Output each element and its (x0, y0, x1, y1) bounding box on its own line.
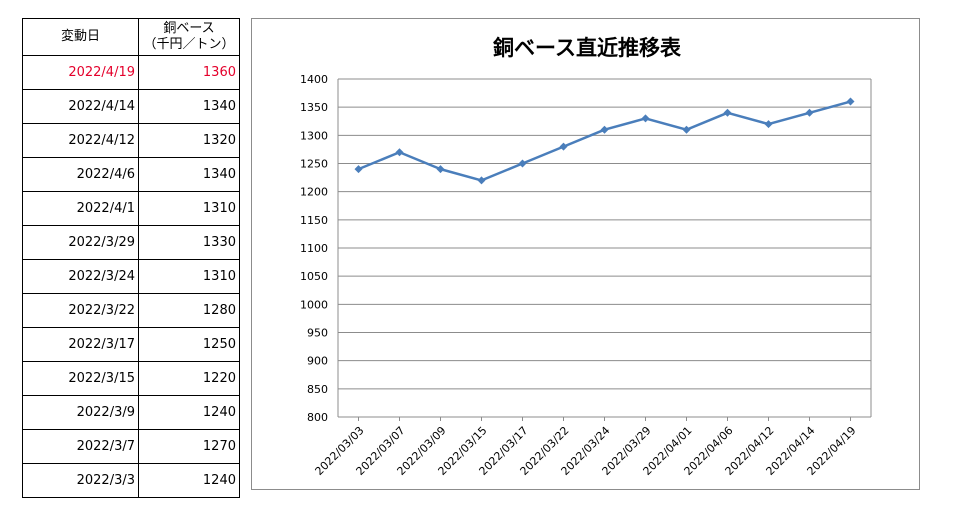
data-point (764, 120, 773, 129)
y-tick-label: 1100 (300, 242, 328, 255)
price-cell: 1360 (138, 55, 240, 90)
data-point (805, 108, 814, 117)
date-cell: 2022/3/3 (22, 463, 139, 498)
chart-title: 銅ベース直近推移表 (493, 36, 682, 60)
price-cell: 1240 (138, 395, 240, 430)
date-cell: 2022/4/6 (22, 157, 139, 192)
date-cell: 2022/3/24 (22, 259, 139, 294)
date-cell: 2022/4/14 (22, 89, 139, 124)
table-row: 2022/3/22 1280 (22, 293, 240, 328)
data-point (682, 125, 691, 134)
series-line (358, 100, 851, 182)
y-tick-label: 800 (307, 411, 328, 424)
y-tick-label: 1300 (300, 129, 328, 142)
table-row: 2022/4/12 1320 (22, 123, 240, 158)
table-row: 2022/4/19 1360 (22, 55, 240, 90)
data-point (354, 165, 363, 174)
y-tick-label: 1000 (300, 298, 328, 311)
series (354, 97, 855, 185)
table-row: 2022/3/24 1310 (22, 259, 240, 294)
price-cell: 1240 (138, 463, 240, 498)
price-cell: 1250 (138, 327, 240, 362)
date-cell: 2022/3/7 (22, 429, 139, 464)
price-table: 変動日 銅ベース （千円／トン） 2022/4/19 1360 2022/4/14 1… (22, 18, 240, 498)
header-price: 銅ベース （千円／トン） (138, 18, 240, 56)
price-cell: 1270 (138, 429, 240, 464)
date-cell: 2022/3/15 (22, 361, 139, 396)
data-point (723, 108, 732, 117)
table-row: 2022/4/1 1310 (22, 191, 240, 226)
data-point (600, 125, 609, 134)
table-row: 2022/3/15 1220 (22, 361, 240, 396)
data-point (436, 165, 445, 174)
price-cell: 1340 (138, 89, 240, 124)
date-cell: 2022/4/1 (22, 191, 139, 226)
price-cell: 1310 (138, 259, 240, 294)
price-cell: 1220 (138, 361, 240, 396)
table-row: 2022/3/29 1330 (22, 225, 240, 260)
grid (337, 78, 872, 418)
x-axis-ticks: 2022/03/032022/03/072022/03/092022/03/15… (313, 417, 859, 478)
y-tick-label: 900 (307, 355, 328, 368)
date-cell: 2022/3/17 (22, 327, 139, 362)
table-row: 2022/3/9 1240 (22, 395, 240, 430)
table-row: 2022/3/7 1270 (22, 429, 240, 464)
table-header-row: 変動日 銅ベース （千円／トン） (22, 18, 240, 56)
date-cell: 2022/3/9 (22, 395, 139, 430)
line-chart: 銅ベース直近推移表 800 850 900 950 1000 1050 1100 1150 12… (300, 36, 872, 478)
date-cell: 2022/3/29 (22, 225, 139, 260)
y-tick-label: 1050 (300, 270, 328, 283)
y-tick-label: 850 (307, 383, 328, 396)
price-cell: 1330 (138, 225, 240, 260)
header-price-line2: （千円／トン） (143, 37, 235, 52)
header-price-line1: 銅ベース (163, 21, 215, 36)
y-tick-label: 950 (307, 327, 328, 340)
table-body: 2022/4/19 1360 2022/4/14 1340 2022/4/12 1320 2… (22, 55, 240, 498)
data-point (846, 97, 855, 106)
table-row: 2022/4/6 1340 (22, 157, 240, 192)
y-tick-label: 1350 (300, 101, 328, 114)
date-cell: 2022/4/19 (22, 55, 139, 90)
y-tick-label: 1200 (300, 186, 328, 199)
date-cell: 2022/3/22 (22, 293, 139, 328)
date-cell: 2022/4/12 (22, 123, 139, 158)
data-point (518, 159, 527, 168)
y-tick-label: 1400 (300, 73, 328, 86)
y-tick-label: 1250 (300, 158, 328, 171)
price-cell: 1320 (138, 123, 240, 158)
data-point (395, 148, 404, 157)
data-point (641, 114, 650, 123)
price-cell: 1340 (138, 157, 240, 192)
chart-area: 銅ベース直近推移表 800 850 900 950 1000 1050 1100 1150 12… (251, 18, 920, 490)
y-axis-ticks: 800 850 900 950 1000 1050 1100 1150 1200 1250 1300… (300, 73, 328, 424)
price-cell: 1280 (138, 293, 240, 328)
price-cell: 1310 (138, 191, 240, 226)
data-point (477, 176, 486, 185)
table-row: 2022/4/14 1340 (22, 89, 240, 124)
y-tick-label: 1150 (300, 214, 328, 227)
data-point (559, 142, 568, 151)
header-date: 変動日 (22, 18, 139, 56)
table-row: 2022/3/17 1250 (22, 327, 240, 362)
table-row: 2022/3/3 1240 (22, 463, 240, 498)
